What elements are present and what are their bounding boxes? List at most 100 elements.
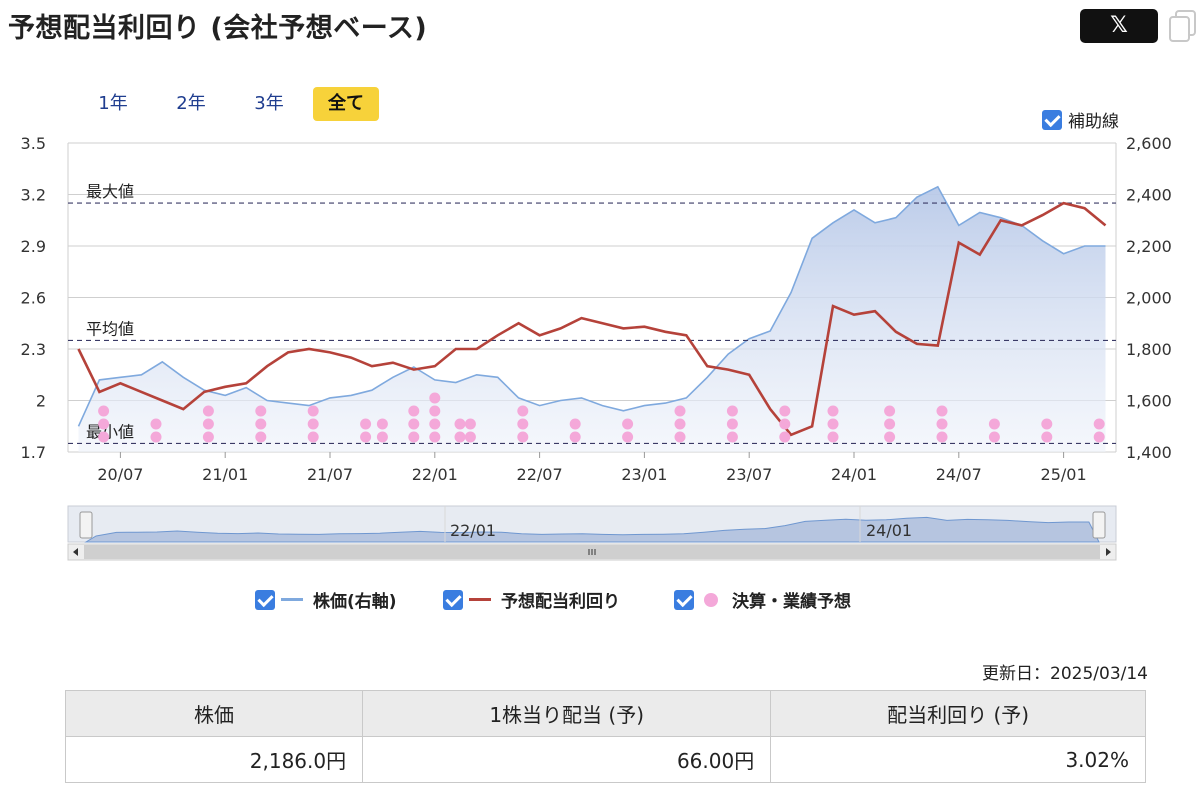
event-dot [150, 431, 162, 443]
event-dot [150, 418, 162, 430]
legend-label-events: 決算・業績予想 [732, 592, 851, 612]
yield-chart: 3.5 2,600 3.2 2,400 2.9 2,200 2.6 2,000 2.3 1,800… [21, 134, 1172, 561]
page-title: 予想配当利回り (会社予想ベース) [8, 13, 428, 44]
y-left-tick-label: 3.2 [21, 186, 46, 205]
event-dot [936, 431, 948, 443]
summary-table: 株価 1株当り配当 (予) 配当利回り (予) 2,186.0円 66.00円 … [64, 690, 1146, 783]
navigator-handle-right[interactable] [1092, 511, 1106, 539]
event-dot [464, 431, 476, 443]
event-dot [307, 405, 319, 417]
event-dot [429, 405, 441, 417]
reference-line-label: 平均値 [86, 319, 134, 338]
event-dot [1041, 418, 1053, 430]
event-dot [454, 418, 466, 430]
navigator-series [84, 516, 1100, 543]
event-dot [827, 431, 839, 443]
event-dot [429, 431, 441, 443]
aux-lines-toggle[interactable]: 補助線 [1042, 107, 1119, 132]
event-dot [454, 431, 466, 443]
y-right-tick-label: 2,200 [1126, 237, 1172, 256]
event-dot [255, 431, 267, 443]
legend-item-price[interactable]: 株価(右軸) [255, 587, 397, 612]
line-swatch-icon [469, 598, 491, 601]
legend-item-yield[interactable]: 予想配当利回り [443, 587, 620, 612]
y-right-tick-label: 1,800 [1126, 340, 1172, 359]
range-tab-all[interactable]: 全て [313, 87, 379, 121]
checkbox-icon[interactable] [1042, 109, 1062, 130]
event-dot [884, 405, 896, 417]
table-header-row: 株価 1株当り配当 (予) 配当利回り (予) [64, 690, 1146, 737]
legend-label-yield: 予想配当利回り [501, 592, 620, 612]
event-dot [779, 431, 791, 443]
event-dot [98, 431, 110, 443]
x-tick-label: 21/07 [307, 465, 353, 484]
event-dot [307, 431, 319, 443]
reference-line-label: 最大値 [86, 182, 134, 201]
event-dot [360, 418, 372, 430]
y-left-tick-label: 3.5 [21, 134, 46, 153]
event-dot [517, 405, 529, 417]
table-cell-yield: 3.02% [770, 736, 1146, 783]
event-dot [1093, 431, 1105, 443]
event-dot [827, 418, 839, 430]
table-row: 2,186.0円 66.00円 3.02% [64, 736, 1146, 783]
checkbox-icon[interactable] [255, 589, 275, 610]
range-tab-1y[interactable]: 1年 [98, 93, 128, 114]
y-right-tick-label: 1,400 [1126, 443, 1172, 462]
event-dot [464, 418, 476, 430]
event-dot [1093, 418, 1105, 430]
table-cell-price: 2,186.0円 [64, 736, 364, 783]
x-tick-label: 25/01 [1041, 465, 1087, 484]
event-dot [376, 418, 388, 430]
event-dot [376, 431, 388, 443]
scroll-left-arrow-icon[interactable] [73, 548, 78, 556]
event-dot [726, 431, 738, 443]
checkbox-icon[interactable] [674, 589, 694, 610]
event-dot [827, 405, 839, 417]
event-dot [429, 418, 441, 430]
event-dot [517, 431, 529, 443]
event-dot [622, 418, 634, 430]
event-dot [202, 405, 214, 417]
updated-date: 更新日：2025/03/14 [982, 664, 1148, 684]
event-dot [936, 405, 948, 417]
event-dot [408, 418, 420, 430]
event-dot [622, 431, 634, 443]
x-tick-label: 22/07 [517, 465, 563, 484]
navigator-label: 22/01 [450, 521, 496, 540]
event-dot [360, 431, 372, 443]
y-left-tick-label: 2.6 [21, 289, 46, 308]
line-swatch-icon [281, 598, 303, 601]
event-dot [255, 405, 267, 417]
x-tick-label: 23/01 [621, 465, 667, 484]
legend-item-events[interactable]: 決算・業績予想 [674, 587, 851, 612]
event-dot [429, 392, 441, 404]
y-right-tick-label: 2,600 [1126, 134, 1172, 153]
event-dot [674, 431, 686, 443]
event-dot [569, 431, 581, 443]
event-dot [674, 405, 686, 417]
range-tab-2y[interactable]: 2年 [176, 93, 206, 114]
y-left-tick-label: 2.9 [21, 237, 46, 256]
event-dot [674, 418, 686, 430]
price-area [78, 186, 1106, 453]
dot-swatch-icon [704, 592, 718, 607]
table-header-cell: 株価 [64, 690, 364, 737]
copy-icon[interactable] [1168, 9, 1198, 43]
event-dot [569, 418, 581, 430]
navigator-handle-left[interactable] [79, 511, 93, 539]
aux-lines-label: 補助線 [1068, 112, 1119, 132]
event-dot [517, 418, 529, 430]
event-dot [408, 405, 420, 417]
price-line [77, 185, 1106, 427]
range-tab-3y[interactable]: 3年 [254, 93, 284, 114]
checkbox-icon[interactable] [443, 589, 463, 610]
scroll-right-arrow-icon[interactable] [1106, 548, 1111, 556]
event-dot [98, 405, 110, 417]
yield-line [77, 201, 1107, 437]
share-x-button[interactable]: 𝕏 [1080, 9, 1158, 43]
event-dot [884, 431, 896, 443]
event-dot [408, 431, 420, 443]
table-header-cell: 1株当り配当 (予) [362, 690, 772, 737]
y-right-tick-label: 1,600 [1126, 392, 1172, 411]
